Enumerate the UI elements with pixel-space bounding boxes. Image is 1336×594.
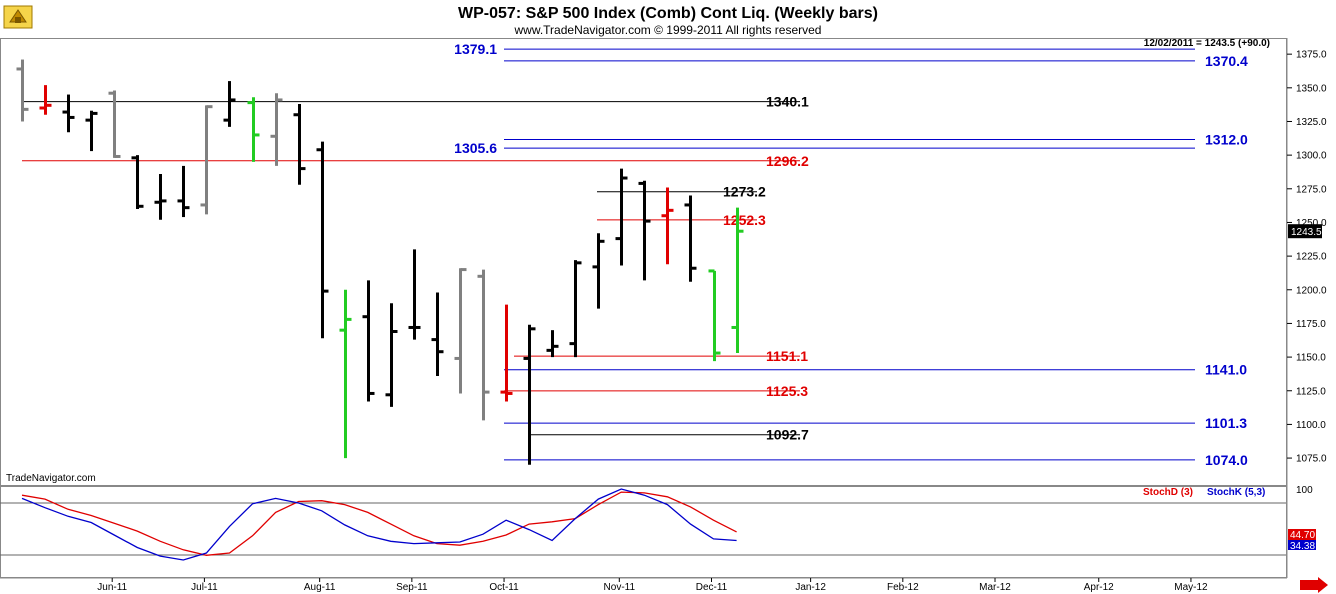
price-bar [431, 292, 444, 376]
time-tick-label: Oct-11 [489, 582, 519, 593]
level-label: 1379.1 [454, 41, 497, 57]
price-bar [316, 141, 329, 339]
stoch-k-legend: StochK (5,3) [1207, 487, 1265, 498]
price-bar [293, 103, 306, 185]
time-tick-label: Sep-11 [396, 582, 428, 593]
price-bar [454, 268, 467, 394]
price-tick-label: 1300.0 [1296, 151, 1327, 162]
price-bar [385, 303, 398, 407]
stoch-d-last: 44.70 [1290, 530, 1315, 541]
price-bar [500, 304, 513, 402]
price-bar [62, 94, 75, 133]
price-bar [546, 330, 559, 358]
level-label: 1151.1 [766, 348, 808, 364]
price-tick-label: 1325.0 [1296, 117, 1327, 128]
price-tick-label: 1075.0 [1296, 454, 1327, 465]
price-bar [615, 168, 628, 266]
level-label: 1273.2 [723, 184, 766, 200]
price-bar [85, 110, 98, 152]
price-bar [131, 155, 144, 209]
copyright-text: www.TradeNavigator.com © 1999-2011 All r… [514, 23, 822, 37]
time-tick-label: Dec-11 [696, 582, 728, 593]
price-tick-label: 1100.0 [1296, 420, 1326, 431]
price-bar [731, 207, 744, 354]
trade-navigator-logo-icon [3, 5, 33, 29]
time-tick-label: Mar-12 [979, 582, 1011, 593]
time-tick-label: Aug-11 [304, 582, 336, 593]
level-label: 1141.0 [1205, 362, 1247, 378]
price-bar [408, 249, 421, 340]
price-axis: 1075.0 1100.0 1125.0 1150.0 1175.0 1200.0 1225… [1287, 50, 1327, 465]
price-bar [39, 85, 52, 115]
price-bar [661, 187, 674, 265]
price-bar [523, 324, 536, 465]
level-label: 1340.1 [766, 94, 809, 110]
level-label: 1252.3 [723, 212, 766, 228]
price-tick-label: 1150.0 [1296, 353, 1326, 364]
price-tick-label: 1125.0 [1296, 386, 1326, 397]
price-tick-label: 1175.0 [1296, 319, 1326, 330]
time-axis: Jun-11 Jul-11 Aug-11 Sep-11 Oct-11 Nov-11 Dec-… [97, 578, 1208, 593]
price-bar [108, 90, 121, 158]
time-tick-label: Apr-12 [1084, 582, 1114, 593]
time-tick-label: Jul-11 [191, 582, 218, 593]
scroll-right-arrow-icon[interactable] [1300, 577, 1328, 593]
stoch-d-legend: StochD (3) [1143, 487, 1193, 498]
stoch-tick-100: 100 [1296, 485, 1313, 496]
price-bar [16, 59, 29, 122]
price-tick-label: 1225.0 [1296, 252, 1327, 263]
time-tick-label: Jun-11 [97, 582, 127, 593]
price-bar [592, 233, 605, 309]
time-tick-label: Nov-11 [604, 582, 636, 593]
price-bar [708, 269, 721, 362]
price-bar [684, 195, 697, 282]
last-bar-info: 12/02/2011 = 1243.5 (+90.0) [1144, 38, 1270, 49]
time-tick-label: Jan-12 [795, 582, 826, 593]
time-tick-label: Feb-12 [887, 582, 919, 593]
level-label: 1125.3 [766, 383, 808, 399]
level-label: 1101.3 [1205, 415, 1247, 431]
price-bar [247, 97, 260, 162]
stoch-k-last: 34.38 [1290, 541, 1315, 552]
support-resistance-levels: 1379.1 1370.4 1340.1 1312.0 1305.6 1296.21273… [22, 41, 1248, 468]
stochastic-lines [21, 488, 737, 561]
time-tick-label: May-12 [1174, 582, 1208, 593]
level-label: 1074.0 [1205, 452, 1248, 468]
price-tick-label: 1275.0 [1296, 184, 1327, 195]
price-bar [569, 260, 582, 358]
stoch-last-markers: 44.70 34.38 [1288, 529, 1316, 552]
price-bar [154, 173, 167, 220]
price-tick-label: 1375.0 [1296, 50, 1327, 61]
price-bar [362, 280, 375, 402]
watermark-text: TradeNavigator.com [6, 473, 96, 484]
level-label: 1305.6 [454, 140, 497, 156]
level-label: 1296.2 [766, 153, 809, 169]
price-bar [477, 269, 490, 421]
price-tick-label: 1200.0 [1296, 285, 1327, 296]
price-bar [177, 165, 190, 218]
last-price-label: 1243.5 [1291, 227, 1322, 238]
level-label: 1370.4 [1205, 53, 1248, 69]
level-label: 1092.7 [766, 427, 809, 443]
stoch-k-line [21, 488, 737, 561]
price-tick-label: 1250.0 [1296, 218, 1327, 229]
stoch-d-line [21, 491, 737, 556]
price-tick-label: 1350.0 [1296, 83, 1327, 94]
ohlc-bars [16, 59, 744, 465]
price-bar [339, 289, 352, 459]
price-bar [200, 105, 213, 215]
price-bar [223, 81, 236, 127]
last-price-marker: 1243.5 [1288, 224, 1322, 239]
level-label: 1312.0 [1205, 131, 1248, 147]
chart-title: WP-057: S&P 500 Index (Comb) Cont Liq. (… [458, 5, 878, 22]
price-bar [638, 180, 651, 281]
price-bar [270, 93, 283, 166]
stochastic-panel [0, 486, 1287, 578]
